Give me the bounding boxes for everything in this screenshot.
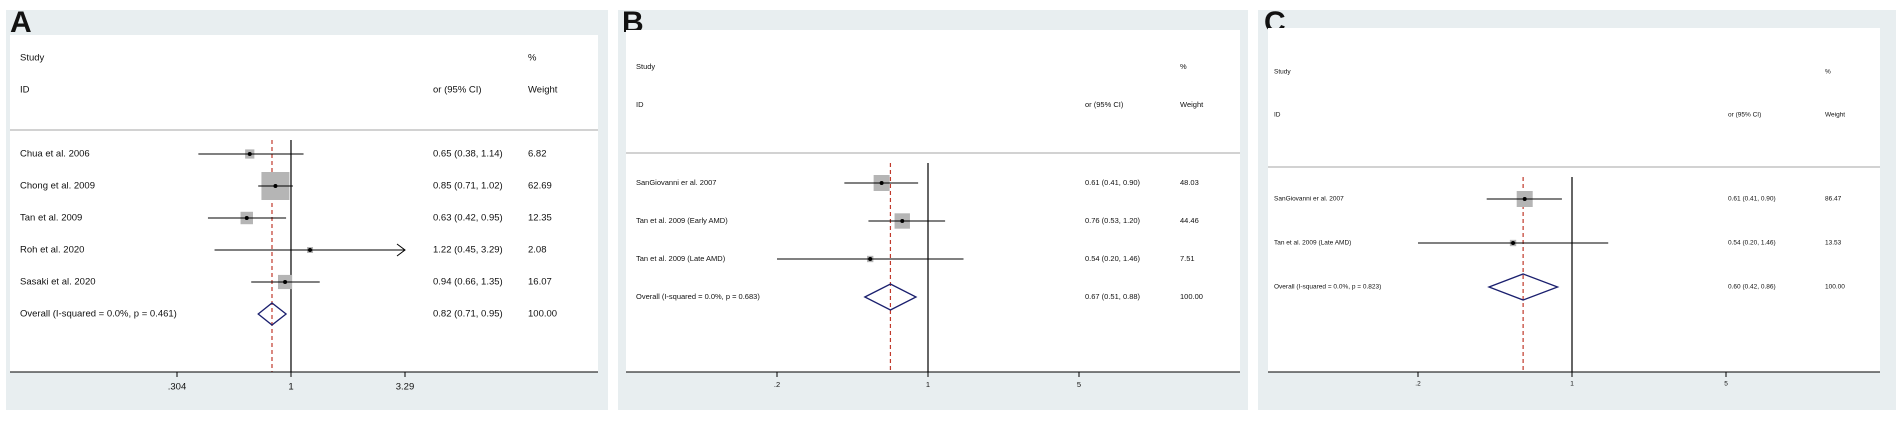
panel-b-x-tick-label: .2 <box>774 380 780 389</box>
panel-a-overall-diamond <box>257 302 288 326</box>
panel-b-header-study: Study <box>636 62 655 71</box>
panel-b-study-ci-text: 0.76 (0.53, 1.20) <box>1085 216 1141 225</box>
panel-a-point-estimate <box>273 184 278 188</box>
panel-b-study-label: Tan et al. 2009 (Late AMD) <box>636 254 726 263</box>
panel-b-plot-area <box>626 30 1240 372</box>
panel-c-x-tick-label: .2 <box>1415 381 1421 388</box>
panel-c-study-ci-text: 0.54 (0.20, 1.46) <box>1728 240 1776 247</box>
panel-a-point-estimate <box>308 248 313 252</box>
panel-a-overall-weight: 100.00 <box>528 309 557 320</box>
panel-b-overall-weight: 100.00 <box>1180 292 1203 301</box>
panel-a-overall-ci-text: 0.82 (0.71, 0.95) <box>433 309 503 320</box>
panel-a-study-weight: 6.82 <box>528 149 547 160</box>
panel-c-study-label: Tan et al. 2009 (Late AMD) <box>1274 240 1351 247</box>
panel-c-overall-weight: 100.00 <box>1825 284 1845 291</box>
panel-b-study-ci-text: 0.61 (0.41, 0.90) <box>1085 178 1141 187</box>
panel-a-point-estimate <box>283 280 288 284</box>
panel-a-header-effect: or (95% CI) <box>433 85 482 96</box>
panel-b-study-label: Tan et al. 2009 (Early AMD) <box>636 216 728 225</box>
panel-a-ci-arrow <box>396 243 406 257</box>
panel-b-overall-label: Overall (I-squared = 0.0%, p = 0.683) <box>636 292 760 301</box>
panel-b-study-label: SanGiovanni er al. 2007 <box>636 178 716 187</box>
panel-a-x-tick-label: .304 <box>168 382 187 393</box>
panel-a-point-estimate <box>247 152 252 156</box>
panel-b-study-weight: 48.03 <box>1180 178 1199 187</box>
panel-b-study-weight: 7.51 <box>1180 254 1195 263</box>
panel-a-header-id: ID <box>20 85 30 96</box>
panel-b-header-id: ID <box>636 100 644 109</box>
panel-a-study-label: Roh et al. 2020 <box>20 245 84 256</box>
panel-a-study-label: Chong et al. 2009 <box>20 181 95 192</box>
panel-c-overall-label: Overall (I-squared = 0.0%, p = 0.823) <box>1274 284 1381 291</box>
panel-b-header-pct: % <box>1180 62 1187 71</box>
panel-c-plot-area <box>1268 28 1880 372</box>
panel-a-study-label: Chua et al. 2006 <box>20 149 90 160</box>
panel-a-header-pct: % <box>528 53 537 64</box>
panel-c-header-effect: or (95% CI) <box>1728 112 1761 119</box>
panel-b-overall-diamond <box>863 283 918 311</box>
panel-c-header-pct: % <box>1825 69 1831 76</box>
panel-a-study-ci-text: 1.22 (0.45, 3.29) <box>433 245 503 256</box>
panel-a-x-tick-label: 1 <box>288 382 293 393</box>
panel-c-overall-ci-text: 0.60 (0.42, 0.86) <box>1728 284 1776 291</box>
panel-b-x-tick-label: 1 <box>926 380 930 389</box>
panel-c-x-tick-label: 1 <box>1570 381 1574 388</box>
panel-c-x-tick-label: 5 <box>1724 381 1728 388</box>
panel-b-header-weight: Weight <box>1180 100 1204 109</box>
panel-b-study-weight: 44.46 <box>1180 216 1199 225</box>
panel-c-point-estimate <box>1522 197 1527 201</box>
panel-b-header-effect: or (95% CI) <box>1085 100 1124 109</box>
panel-a-study-label: Sasaki et al. 2020 <box>20 277 96 288</box>
panel-b-point-estimate <box>868 257 873 261</box>
panel-c-header-study: Study <box>1274 69 1291 76</box>
panel-c-study-weight: 86.47 <box>1825 196 1842 203</box>
panel-c-study-label: SanGiovanni er al. 2007 <box>1274 196 1344 203</box>
panel-b-study-ci-text: 0.54 (0.20, 1.46) <box>1085 254 1141 263</box>
panel-a-study-ci-text: 0.85 (0.71, 1.02) <box>433 181 503 192</box>
panel-a-plot-area <box>10 35 598 372</box>
panel-b-point-estimate <box>879 181 884 185</box>
panel-c-point-estimate <box>1511 241 1516 245</box>
panel-b-x-tick-label: 5 <box>1077 380 1081 389</box>
panel-a-x-tick-label: 3.29 <box>396 382 415 393</box>
panel-c-overall-diamond <box>1487 273 1560 301</box>
panel-a-study-label: Tan et al. 2009 <box>20 213 82 224</box>
panel-c-header-id: ID <box>1274 112 1281 119</box>
panel-a-study-ci-text: 0.65 (0.38, 1.14) <box>433 149 503 160</box>
panel-a-study-weight: 16.07 <box>528 277 552 288</box>
panel-a-label: A <box>10 6 32 39</box>
panel-a-study-ci-text: 0.94 (0.66, 1.35) <box>433 277 503 288</box>
panel-a-study-weight: 12.35 <box>528 213 552 224</box>
panel-c-study-ci-text: 0.61 (0.41, 0.90) <box>1728 196 1776 203</box>
panel-a-header-weight: Weight <box>528 85 558 96</box>
panel-b-overall-ci-text: 0.67 (0.51, 0.88) <box>1085 292 1141 301</box>
panel-a-header-study: Study <box>20 53 45 64</box>
panel-a-study-weight: 2.08 <box>528 245 547 256</box>
panel-b-point-estimate <box>900 219 905 223</box>
panel-a-point-estimate <box>244 216 249 220</box>
panel-a-study-weight: 62.69 <box>528 181 552 192</box>
panel-c-header-weight: Weight <box>1825 112 1845 119</box>
panel-a-study-ci-text: 0.63 (0.42, 0.95) <box>433 213 503 224</box>
panel-c-study-weight: 13.53 <box>1825 240 1842 247</box>
panel-a-overall-label: Overall (I-squared = 0.0%, p = 0.461) <box>20 309 177 320</box>
